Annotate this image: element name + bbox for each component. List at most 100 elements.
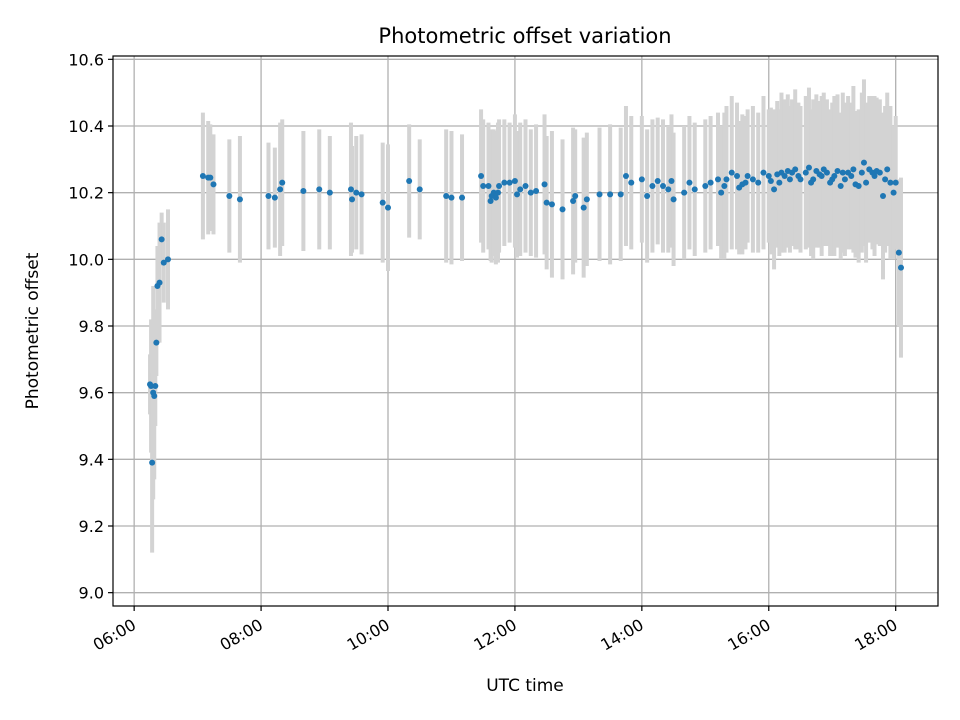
data-point [490, 189, 497, 196]
data-point [151, 393, 158, 399]
data-point [855, 183, 862, 189]
data-point [596, 191, 603, 198]
data-point [572, 193, 579, 199]
data-point [802, 169, 809, 176]
data-point [506, 179, 513, 186]
data-point [617, 191, 624, 198]
data-point [649, 183, 656, 189]
data-point [715, 176, 721, 183]
data-point [580, 204, 587, 211]
x-tick-label: 10:00 [344, 615, 393, 655]
data-point [559, 206, 566, 213]
data-point [156, 279, 163, 286]
data-point [527, 189, 534, 196]
data-point [416, 186, 423, 193]
data-point [880, 193, 886, 199]
data-point [207, 174, 214, 181]
x-tick-label: 16:00 [724, 615, 773, 655]
data-point [776, 179, 783, 186]
data-point [459, 194, 466, 201]
data-point [495, 189, 501, 196]
data-point [199, 173, 206, 179]
data-point [165, 256, 171, 263]
data-point [723, 176, 730, 183]
data-point [638, 176, 645, 183]
data-point [501, 179, 508, 186]
data-point [152, 383, 159, 389]
data-point [349, 196, 356, 203]
x-tick-label: 12:00 [470, 615, 519, 655]
data-point [834, 168, 841, 174]
data-point [316, 186, 323, 193]
data-point [153, 339, 160, 346]
data-point [810, 176, 817, 183]
y-axis-ticks: 9.0 9.2 9.4 9.6 9.8 10.0 10.2 10.4 10.6 [68, 50, 113, 603]
data-point [514, 191, 521, 198]
data-point [876, 169, 883, 176]
data-point [707, 179, 714, 186]
data-point [882, 176, 889, 183]
data-point [670, 196, 677, 203]
data-point [734, 173, 741, 179]
plot-frame [112, 55, 939, 607]
data-point [607, 191, 614, 198]
error-bars [148, 79, 903, 553]
data-point [823, 169, 830, 176]
data-point [892, 179, 899, 186]
y-tick-label: 9.8 [79, 317, 104, 336]
data-point [744, 173, 751, 179]
data-point [496, 183, 503, 189]
data-point [792, 166, 799, 173]
data-point [300, 188, 307, 194]
data-point [448, 194, 455, 201]
data-point [871, 173, 878, 179]
y-tick-label: 9.0 [79, 584, 104, 603]
data-point [628, 179, 635, 186]
data-point [148, 383, 155, 389]
data-point [326, 189, 333, 196]
data-point [522, 183, 529, 189]
data-point [884, 166, 891, 173]
data-point [767, 178, 774, 184]
data-point [781, 173, 788, 179]
data-point [517, 186, 524, 193]
data-point [765, 173, 772, 179]
data-point [485, 183, 492, 189]
data-point [160, 259, 167, 266]
data-point [797, 176, 804, 183]
data-point [353, 189, 360, 196]
x-axis-ticks: 06:00 08:00 10:00 12:00 14:00 16:00 18:00 [90, 606, 901, 655]
data-point [158, 236, 165, 243]
data-point [271, 194, 278, 201]
data-point [358, 191, 365, 198]
data-point [681, 189, 688, 196]
data-point [887, 179, 894, 186]
data-point [644, 193, 651, 199]
data-point [839, 169, 846, 176]
data-point [841, 176, 848, 183]
data-point [665, 186, 672, 193]
data-point [492, 194, 499, 201]
data-point [848, 173, 855, 179]
x-tick-label: 06:00 [90, 615, 139, 655]
data-point [385, 204, 391, 211]
data-point [570, 198, 577, 204]
data-point [749, 176, 756, 183]
y-tick-label: 9.6 [79, 384, 104, 403]
data-point [226, 193, 233, 199]
data-point [149, 459, 156, 466]
data-point [718, 189, 725, 196]
data-point [897, 264, 904, 271]
data-point [860, 159, 867, 166]
data-point [837, 183, 844, 189]
data-point [850, 166, 857, 173]
data-point [236, 196, 243, 203]
data-point [487, 198, 494, 204]
data-point [541, 181, 548, 188]
y-tick-label: 9.4 [79, 450, 104, 469]
data-point [742, 179, 749, 186]
y-tick-label: 10.2 [68, 184, 104, 203]
data-point [895, 249, 902, 256]
data-point [858, 169, 865, 176]
